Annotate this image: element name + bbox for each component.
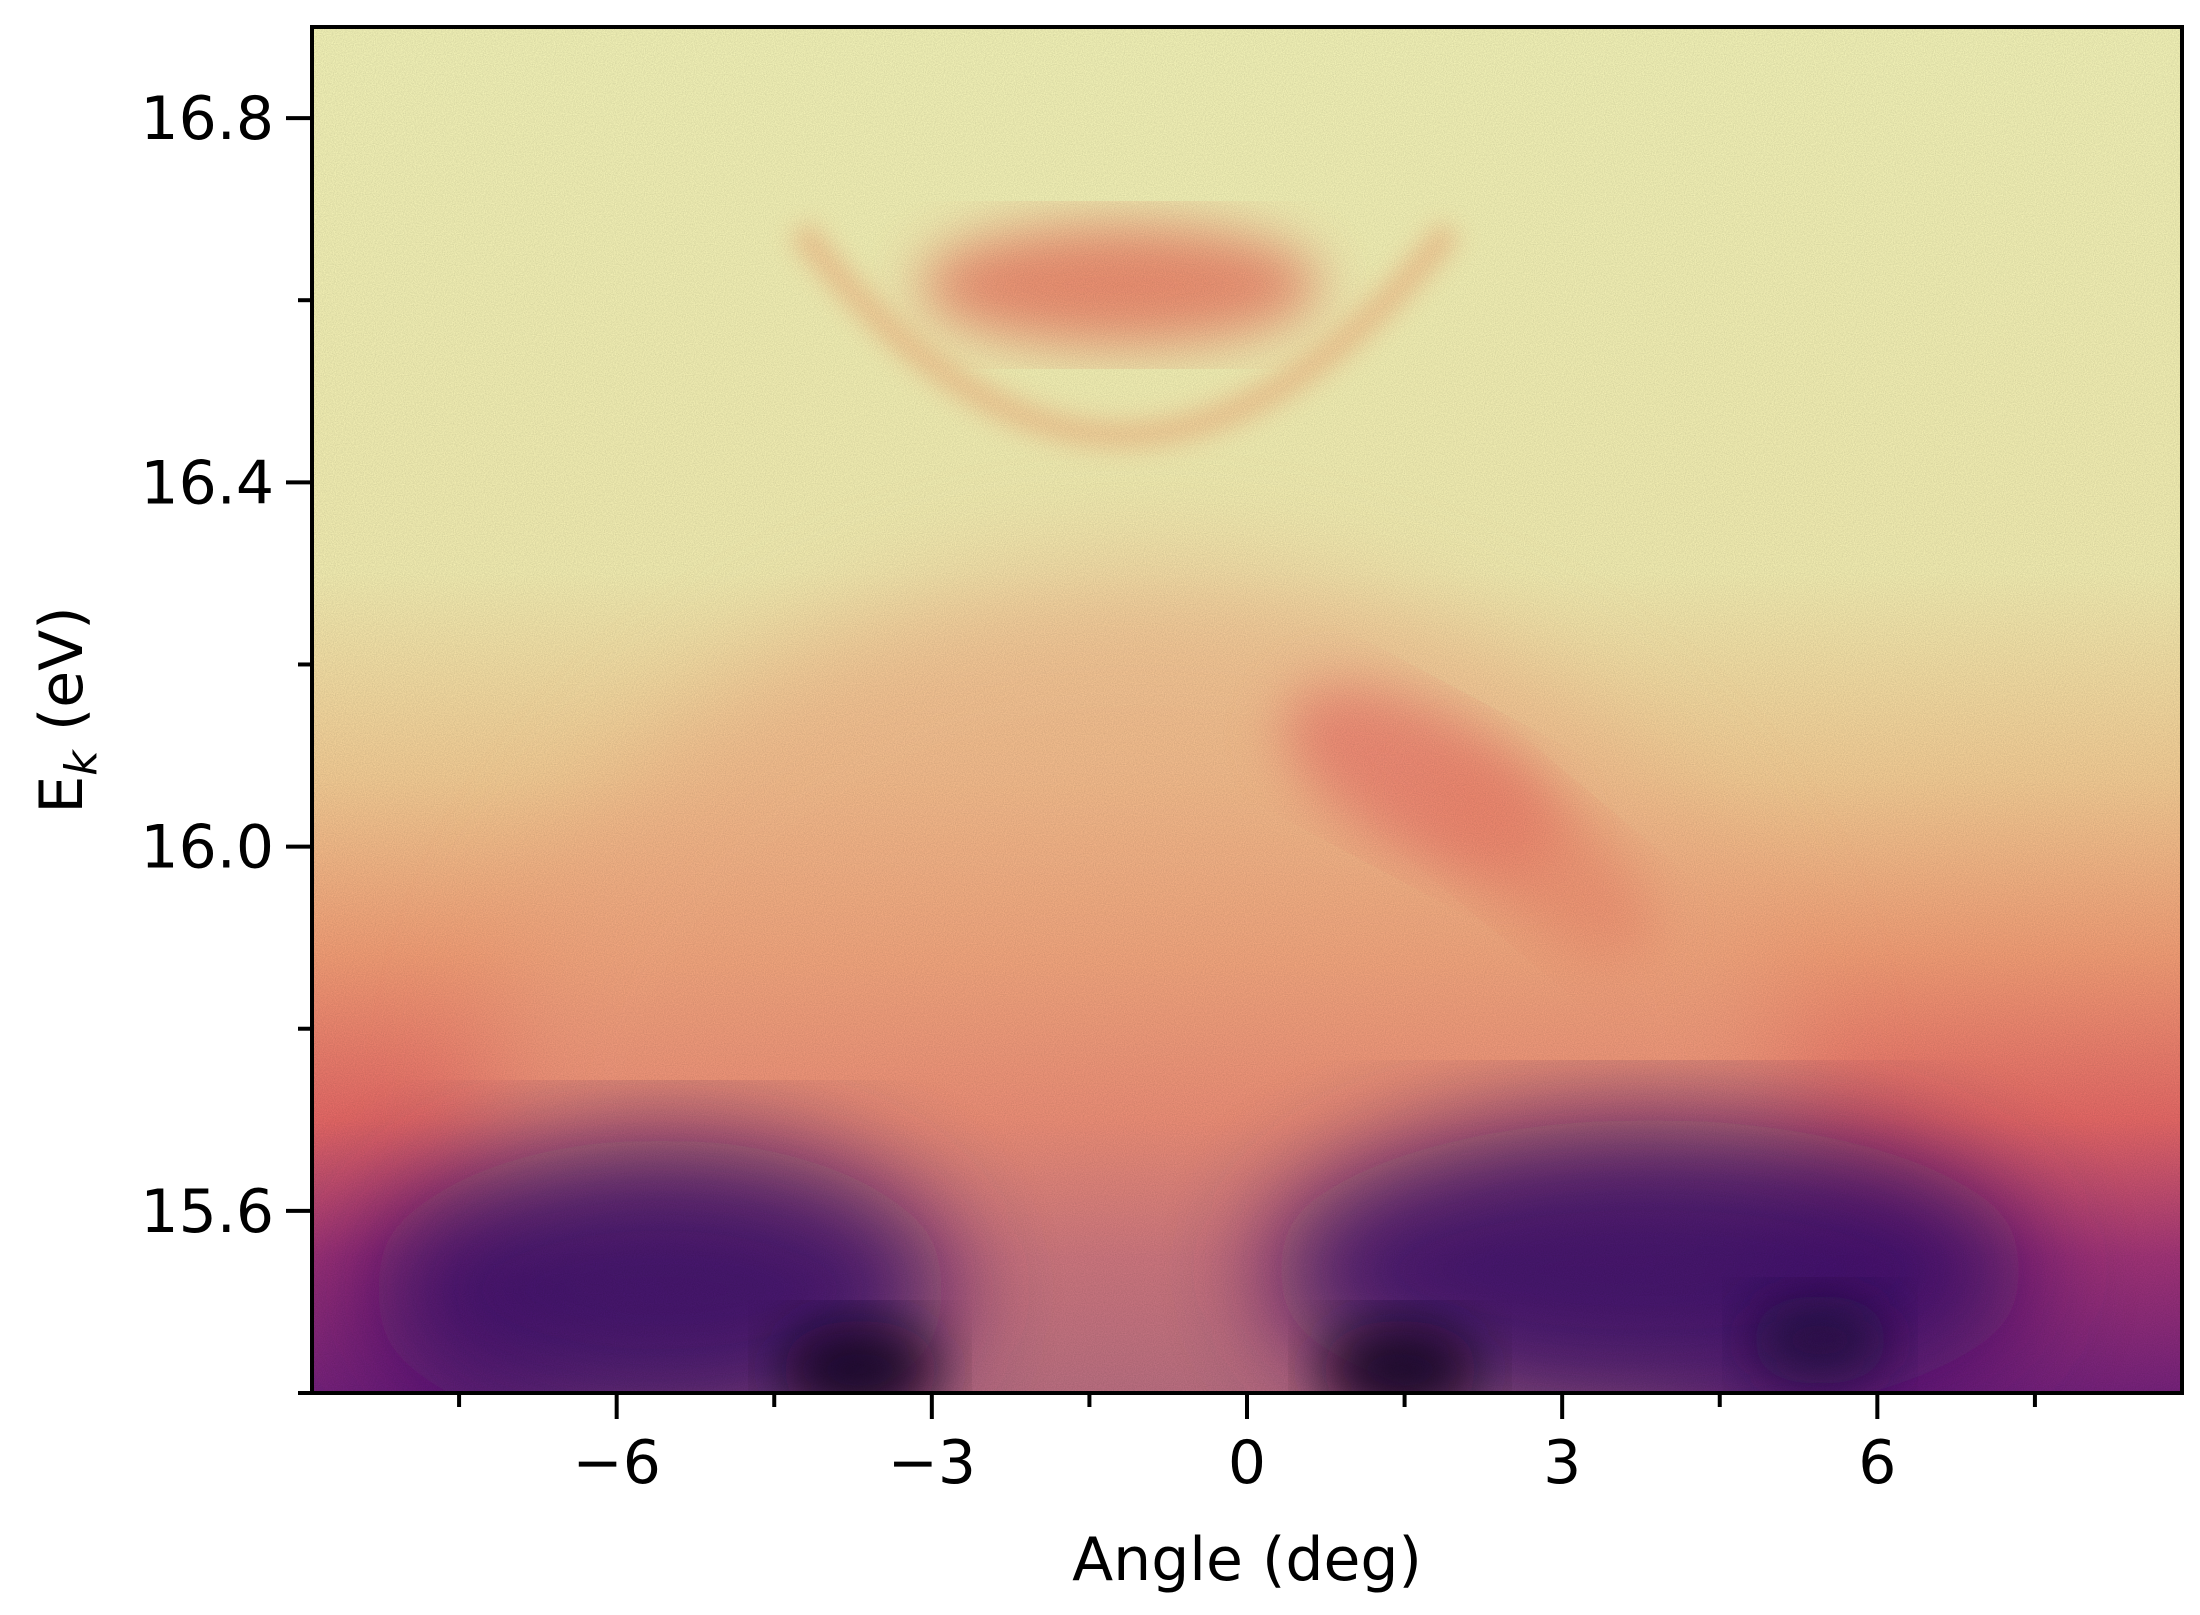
y-axis-label: Ek (eV) [27, 606, 107, 813]
y-tick-label: 16.4 [140, 448, 274, 518]
y-tick-label: 15.6 [140, 1177, 274, 1247]
x-axis: −6 −3 0 3 6 [457, 1393, 2037, 1498]
y-tick-label: 16.0 [140, 813, 274, 883]
y-tick-label: 16.8 [140, 84, 274, 154]
x-tick-label: −6 [572, 1428, 660, 1498]
heatmap-image [312, 27, 2182, 1393]
x-tick-label: 3 [1543, 1428, 1581, 1498]
y-axis: 15.6 16.0 16.4 16.8 [140, 84, 312, 1395]
x-tick-label: 6 [1858, 1428, 1896, 1498]
x-axis-label: Angle (deg) [1072, 1525, 1422, 1595]
x-tick-label: −3 [888, 1428, 976, 1498]
x-tick-label: 0 [1228, 1428, 1266, 1498]
